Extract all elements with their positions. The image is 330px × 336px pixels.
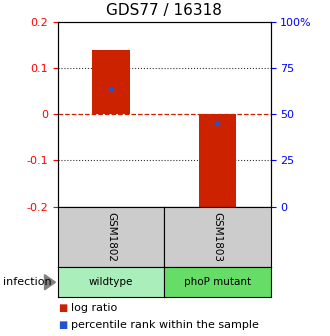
Bar (92, 49, 130, 114)
Text: phoP mutant: phoP mutant (184, 277, 251, 287)
Title: GDS77 / 16318: GDS77 / 16318 (106, 3, 222, 18)
Text: ■: ■ (58, 303, 67, 313)
Polygon shape (45, 275, 55, 290)
Text: GSM1803: GSM1803 (213, 212, 222, 262)
Text: log ratio: log ratio (71, 303, 117, 313)
Text: GSM1802: GSM1802 (106, 212, 116, 262)
Text: percentile rank within the sample: percentile rank within the sample (71, 320, 259, 330)
Bar (199, 114, 236, 209)
Text: wildtype: wildtype (89, 277, 133, 287)
Text: infection: infection (3, 277, 52, 287)
Text: ■: ■ (58, 320, 67, 330)
